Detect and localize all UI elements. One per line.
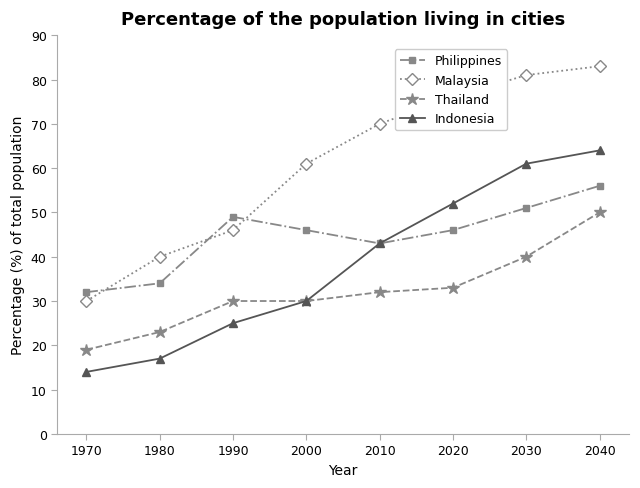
Indonesia xyxy=(376,241,383,247)
Indonesia xyxy=(449,201,457,207)
Line: Malaysia: Malaysia xyxy=(83,63,604,305)
Legend: Philippines, Malaysia, Thailand, Indonesia: Philippines, Malaysia, Thailand, Indones… xyxy=(395,50,508,131)
Indonesia xyxy=(156,356,164,362)
Line: Philippines: Philippines xyxy=(83,183,603,296)
Thailand xyxy=(83,347,90,353)
Malaysia xyxy=(596,64,604,70)
Philippines xyxy=(83,290,90,296)
Thailand xyxy=(522,254,530,260)
Thailand xyxy=(449,285,457,291)
Philippines xyxy=(596,183,604,189)
Title: Percentage of the population living in cities: Percentage of the population living in c… xyxy=(121,11,565,29)
Malaysia xyxy=(156,254,164,260)
Thailand xyxy=(596,210,604,216)
Philippines xyxy=(376,241,383,247)
Philippines xyxy=(522,205,530,211)
Malaysia xyxy=(229,228,237,234)
Malaysia xyxy=(522,73,530,79)
Malaysia xyxy=(376,122,383,127)
Indonesia xyxy=(229,321,237,326)
Y-axis label: Percentage (%) of total population: Percentage (%) of total population xyxy=(11,116,25,354)
X-axis label: Year: Year xyxy=(328,463,358,477)
Line: Thailand: Thailand xyxy=(80,207,606,356)
Malaysia xyxy=(449,95,457,101)
Thailand xyxy=(229,299,237,305)
Malaysia xyxy=(303,162,310,167)
Indonesia xyxy=(596,148,604,154)
Indonesia xyxy=(303,299,310,305)
Indonesia xyxy=(522,162,530,167)
Line: Indonesia: Indonesia xyxy=(83,147,604,376)
Thailand xyxy=(156,329,164,335)
Thailand xyxy=(376,290,383,296)
Philippines xyxy=(303,228,310,234)
Malaysia xyxy=(83,299,90,305)
Indonesia xyxy=(83,369,90,375)
Philippines xyxy=(449,228,457,234)
Philippines xyxy=(156,281,164,286)
Philippines xyxy=(229,215,237,221)
Thailand xyxy=(303,299,310,305)
